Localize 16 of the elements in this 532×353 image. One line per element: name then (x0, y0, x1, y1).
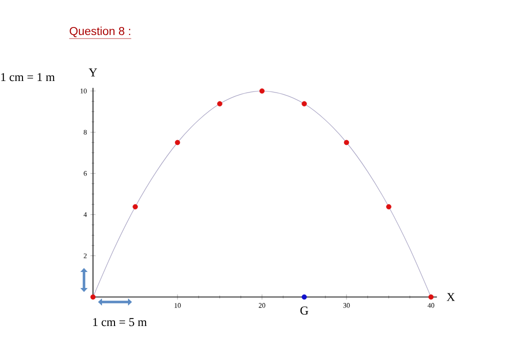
text: 1 cm = 1 m (1, 73, 55, 82)
point (174, 140, 180, 146)
x-axis-title: X (446, 293, 455, 301)
point (259, 88, 265, 94)
point (302, 101, 307, 106)
text: 1 cm = 5 m (93, 318, 147, 326)
point (132, 204, 138, 210)
point (217, 101, 222, 106)
point (386, 204, 392, 210)
point (428, 294, 434, 300)
chart-title: Question 8 : (70, 26, 130, 38)
point (302, 294, 307, 300)
y-axis-title: Y (88, 68, 98, 76)
point (90, 294, 96, 300)
point (344, 140, 350, 146)
annotation: G (300, 306, 308, 315)
